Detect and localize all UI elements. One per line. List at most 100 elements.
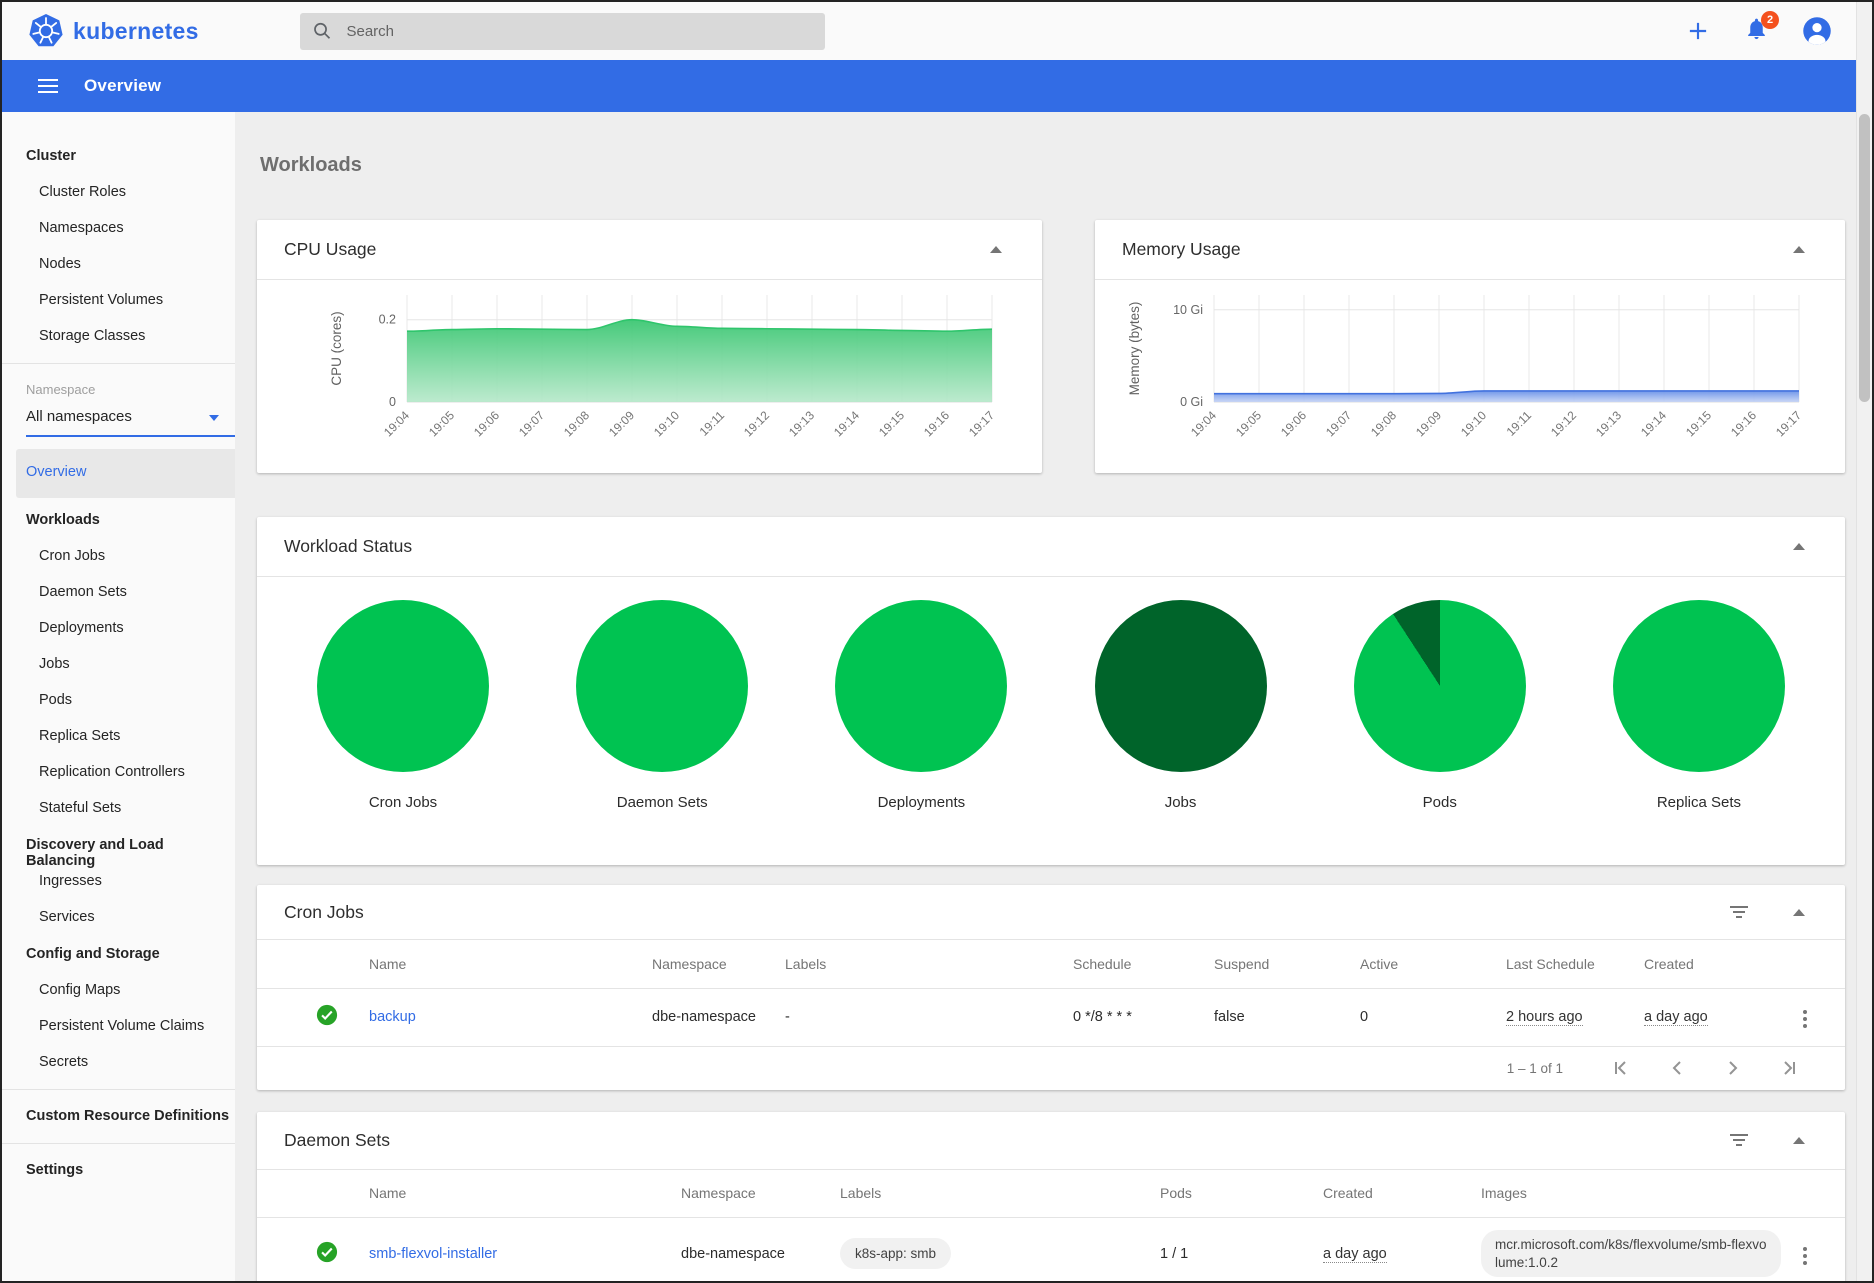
sidebar-item-replica-sets[interactable]: Replica Sets — [39, 728, 121, 744]
svg-text:19:13: 19:13 — [1593, 408, 1624, 439]
sidebar-item-daemon-sets[interactable]: Daemon Sets — [39, 584, 127, 600]
sidebar-divider — [2, 363, 235, 364]
sidebar-section-cluster[interactable]: Cluster — [26, 148, 76, 164]
sidebar-divider — [2, 1089, 235, 1090]
sidebar-section-workloads[interactable]: Workloads — [26, 512, 100, 528]
sidebar-item-cluster-roles[interactable]: Cluster Roles — [39, 184, 127, 200]
svg-text:19:07: 19:07 — [1323, 408, 1354, 439]
col-labels: Labels — [840, 1169, 1160, 1218]
main-content: Workloads CPU Usage 0.2 0 19:04 19:05 19:06 1… — [235, 112, 1872, 1281]
table-row: smb-flexvol-installer dbe-namespace k8s-… — [257, 1218, 1845, 1282]
col-namespace: Namespace — [652, 940, 785, 989]
svg-text:19:04: 19:04 — [1188, 408, 1219, 439]
sidebar-item-cron-jobs[interactable]: Cron Jobs — [39, 548, 106, 564]
memory-usage-chart: 10 Gi 0 Gi 19:04 19:05 19:06 19:07 19:08 19:09 1… — [1095, 280, 1845, 473]
col-active: Active — [1360, 940, 1506, 989]
sidebar-section-discovery-and-load-balancing[interactable]: Discovery and Load Balancing — [26, 837, 164, 869]
filter-icon[interactable] — [1730, 1134, 1748, 1146]
workload-pie-label: Jobs — [1164, 794, 1197, 811]
sidebar-item-replication-controllers[interactable]: Replication Controllers — [39, 764, 185, 780]
pagination-range-label: 1 – 1 of 1 — [1506, 1060, 1563, 1076]
previous-page-button[interactable] — [1665, 1056, 1689, 1080]
namespace-select[interactable]: All namespaces — [26, 399, 235, 437]
search-icon — [314, 22, 331, 39]
sidebar-item-overview-active[interactable]: Overview — [16, 449, 235, 498]
daemon-sets-table: Name Namespace Labels Pods Created Image… — [257, 1169, 1845, 1282]
daemon-sets-title: Daemon Sets — [284, 1129, 391, 1150]
collapse-icon[interactable] — [1793, 246, 1805, 253]
row-menu-icon[interactable] — [1799, 1243, 1811, 1269]
account-avatar-icon[interactable] — [1802, 16, 1832, 46]
sidebar-item-settings[interactable]: Settings — [26, 1162, 84, 1178]
sidebar-item-namespaces[interactable]: Namespaces — [39, 220, 124, 236]
svg-text:Memory (bytes): Memory (bytes) — [1127, 302, 1142, 396]
svg-text:19:14: 19:14 — [831, 408, 862, 439]
sidebar-item-jobs[interactable]: Jobs — [39, 656, 70, 672]
brand-wordmark: kubernetes — [73, 17, 199, 44]
status-ok-icon — [316, 1004, 338, 1026]
svg-text:19:08: 19:08 — [1368, 408, 1399, 439]
cronjob-name-link[interactable]: backup — [369, 1009, 416, 1025]
filter-icon[interactable] — [1730, 906, 1748, 918]
svg-text:19:16: 19:16 — [1728, 408, 1759, 439]
sidebar-item-custom-resource-definitions[interactable]: Custom Resource Definitions — [26, 1108, 230, 1124]
col-name: Name — [369, 1169, 681, 1218]
sidebar-item-services[interactable]: Services — [39, 909, 95, 925]
first-page-button[interactable] — [1609, 1056, 1633, 1080]
svg-text:19:06: 19:06 — [1278, 408, 1309, 439]
bell-icon — [1748, 18, 1765, 40]
cell-namespace: dbe-namespace — [681, 1245, 785, 1262]
collapse-icon[interactable] — [1793, 543, 1805, 550]
workload-status-pies: Cron Jobs Daemon Sets Deployments Jobs Pods R… — [257, 577, 1845, 811]
next-page-button[interactable] — [1721, 1056, 1745, 1080]
svg-text:19:09: 19:09 — [1413, 408, 1444, 439]
collapse-icon[interactable] — [1793, 908, 1805, 916]
create-plus-icon[interactable] — [1685, 18, 1711, 44]
search-bar[interactable] — [300, 12, 825, 50]
svg-text:19:05: 19:05 — [1233, 408, 1264, 439]
namespace-label: Namespace — [26, 382, 96, 397]
workload-pie-pods — [1353, 600, 1526, 772]
sidebar-item-ingresses[interactable]: Ingresses — [39, 873, 102, 889]
svg-text:19:08: 19:08 — [561, 408, 592, 439]
cell-namespace: dbe-namespace — [652, 1009, 756, 1025]
svg-text:19:07: 19:07 — [516, 408, 547, 439]
workload-pie-label: Replica Sets — [1656, 794, 1742, 811]
sidebar-item-persistent-volumes[interactable]: Persistent Volumes — [39, 292, 164, 308]
workload-pie-deployments — [835, 600, 1008, 772]
notifications-button[interactable]: 2 — [1744, 11, 1779, 46]
last-page-button[interactable] — [1777, 1056, 1801, 1080]
cell-last-schedule: 2 hours ago — [1506, 1009, 1583, 1026]
status-ok-icon — [316, 1241, 338, 1262]
svg-text:0: 0 — [389, 395, 396, 409]
sidebar-item-stateful-sets[interactable]: Stateful Sets — [39, 800, 122, 816]
notification-count-badge: 2 — [1761, 11, 1779, 29]
search-input[interactable] — [346, 22, 813, 40]
table-row: backup dbe-namespace - 0 */8 * * * false… — [257, 988, 1845, 1046]
sidebar-item-secrets[interactable]: Secrets — [39, 1054, 89, 1070]
daemonset-name-link[interactable]: smb-flexvol-installer — [369, 1245, 498, 1262]
memory-usage-card: Memory Usage 10 Gi 0 Gi 19:04 19:05 19:06 19:… — [1095, 220, 1845, 473]
sidebar-item-nodes[interactable]: Nodes — [39, 256, 81, 272]
sidebar-item-pods[interactable]: Pods — [39, 692, 73, 708]
sidebar-section-config-and-storage[interactable]: Config and Storage — [26, 946, 160, 962]
sidebar-item-deployments[interactable]: Deployments — [39, 620, 124, 636]
collapse-icon[interactable] — [1793, 1136, 1805, 1144]
workload-pie-jobs — [1094, 600, 1267, 772]
sidebar-item-persistent-volume-claims[interactable]: Persistent Volume Claims — [39, 1018, 205, 1034]
col-name: Name — [369, 940, 652, 989]
scrollbar-thumb[interactable] — [1859, 114, 1870, 402]
vertical-scrollbar[interactable] — [1856, 2, 1872, 1281]
menu-icon[interactable] — [38, 79, 58, 93]
workload-pie-block-jobs: Jobs — [1094, 600, 1267, 811]
workload-pie-cron-jobs — [317, 600, 489, 772]
workload-pie-block-deployments: Deployments — [835, 600, 1008, 811]
svg-text:19:12: 19:12 — [741, 408, 772, 439]
sidebar-item-storage-classes[interactable]: Storage Classes — [39, 328, 146, 344]
svg-text:19:11: 19:11 — [1504, 408, 1535, 439]
sidebar-item-config-maps[interactable]: Config Maps — [39, 982, 121, 998]
app-bar: Overview — [2, 60, 1858, 112]
row-menu-icon[interactable] — [1799, 1006, 1811, 1032]
kubernetes-logo[interactable]: kubernetes — [2, 13, 300, 49]
collapse-icon[interactable] — [990, 246, 1002, 253]
